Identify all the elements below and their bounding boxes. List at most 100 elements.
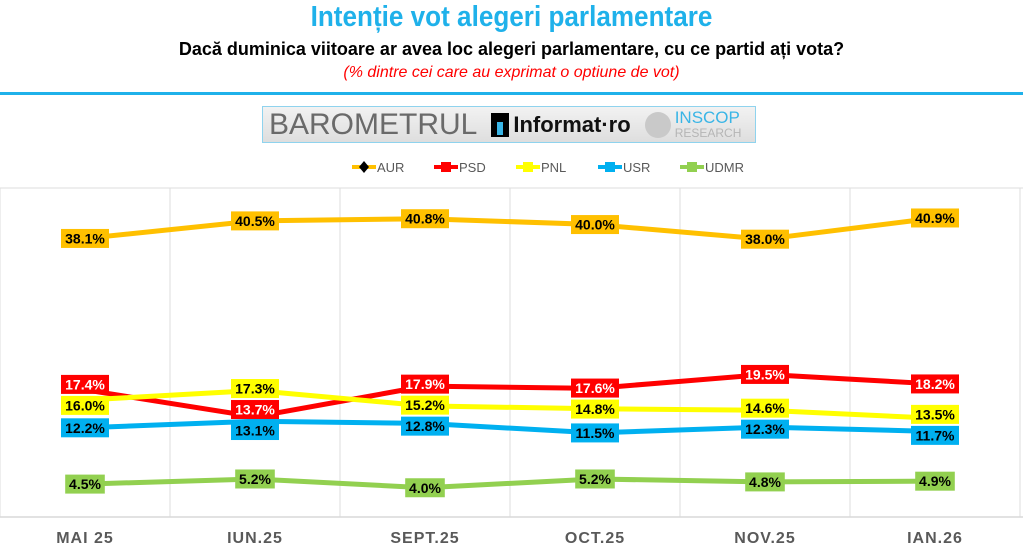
data-label: 13.5% — [915, 406, 955, 422]
barometrul-text: BAROMETRUL — [269, 107, 478, 141]
series-pnl — [84, 388, 936, 421]
x-tick-label: IUN.25 — [227, 530, 283, 547]
labels-udmr: 4.5% 5.2% 4.0% 5.2% 4.8% 4.9% — [65, 469, 955, 498]
data-label-box — [741, 364, 789, 384]
data-label-box — [235, 469, 275, 489]
legend-item-usr: USR — [598, 160, 650, 175]
data-label-box — [741, 229, 789, 249]
informat-text: Informat·ro — [513, 111, 631, 137]
data-label-box — [911, 208, 959, 228]
data-label-box — [61, 374, 109, 394]
data-label: 11.5% — [576, 425, 615, 441]
data-label-box — [61, 228, 109, 248]
legend-item-pnl: PNL — [516, 160, 566, 175]
data-label-box — [401, 416, 449, 436]
data-label: 19.5% — [745, 366, 785, 382]
data-label: 4.0% — [409, 480, 441, 496]
data-label: 17.3% — [235, 381, 275, 397]
data-label: 17.4% — [65, 376, 105, 392]
data-label: 13.1% — [235, 423, 275, 439]
labels-usr: 12.2% 13.1% 12.8% 11.5% 12.3% 11.7% — [61, 416, 959, 445]
series-psd — [84, 371, 936, 420]
inscop-icon — [644, 111, 671, 138]
labels-psd: 17.4% 13.7% 17.9% 17.6% 19.5% 18.2% — [61, 364, 959, 420]
data-label: 14.6% — [745, 400, 785, 416]
data-label: 40.0% — [575, 217, 615, 233]
legend-marker — [359, 161, 369, 173]
data-label-box — [571, 423, 619, 443]
data-label: 12.8% — [405, 418, 445, 434]
legend-label: PSD — [459, 160, 486, 175]
data-label-box — [741, 398, 789, 418]
data-label: 40.9% — [915, 210, 955, 226]
series-line — [84, 476, 936, 491]
legend-marker — [605, 162, 615, 172]
legend-marker — [441, 162, 451, 172]
data-label-box — [405, 478, 445, 498]
data-label: 16.0% — [65, 397, 105, 413]
labels-pnl: 16.0% 17.3% 15.2% 14.8% 14.6% 13.5% — [61, 379, 959, 424]
inscop-logo: INSCOP RESEARCH — [675, 109, 742, 140]
data-label-box — [61, 418, 109, 438]
legend-label: PNL — [541, 160, 566, 175]
legend-item-aur: AUR — [352, 160, 404, 175]
data-label-box — [231, 421, 279, 441]
data-label-box — [401, 209, 449, 229]
data-label-box — [401, 395, 449, 415]
data-label: 40.5% — [235, 213, 275, 229]
series-aur — [84, 215, 936, 242]
series-line — [84, 215, 936, 242]
data-label-box — [65, 474, 105, 494]
data-label-box — [401, 374, 449, 394]
x-tick-label: OCT.25 — [565, 530, 625, 547]
series-usr — [84, 418, 936, 436]
data-label: 4.8% — [749, 474, 781, 490]
data-label: 14.8% — [575, 401, 615, 417]
data-label: 12.3% — [745, 421, 785, 437]
series-line — [84, 371, 936, 420]
data-label: 4.5% — [69, 476, 101, 492]
series-line — [84, 388, 936, 421]
x-tick-label: SEPT.25 — [390, 530, 459, 547]
data-label: 11.7% — [916, 427, 955, 443]
chart-note: (% dintre cei care au exprimat o optiune… — [343, 64, 680, 81]
legend-item-psd: PSD — [434, 160, 486, 175]
data-label: 18.2% — [915, 376, 955, 392]
data-label-box — [571, 215, 619, 235]
legend-label: USR — [623, 160, 650, 175]
data-label-box — [575, 469, 615, 489]
legend-label: AUR — [377, 160, 404, 175]
data-label-box — [231, 400, 279, 420]
informat-icon — [491, 112, 510, 137]
chart-title: Intenție vot alegeri parlamentare — [310, 1, 713, 33]
x-tick-label: NOV.25 — [734, 530, 795, 547]
x-tick-label: IAN.26 — [907, 530, 963, 547]
data-label-box — [571, 399, 619, 419]
data-label-box — [915, 471, 955, 491]
data-label-box — [911, 374, 959, 394]
data-label-box — [231, 211, 279, 231]
data-label-box — [911, 425, 959, 445]
data-label: 38.0% — [745, 231, 785, 247]
series-udmr — [84, 476, 936, 491]
chart-subtitle: Dacă duminica viitoare ar avea loc alege… — [178, 39, 845, 59]
data-label: 15.2% — [405, 397, 445, 413]
legend-item-udmr: UDMR — [680, 160, 744, 175]
data-label: 5.2% — [239, 471, 271, 487]
data-label: 5.2% — [579, 471, 611, 487]
research-text: RESEARCH — [674, 126, 742, 140]
data-label: 12.2% — [65, 420, 105, 436]
data-label-box — [745, 472, 785, 492]
legend-marker — [523, 162, 533, 172]
legend-marker — [687, 162, 697, 172]
data-label: 13.7% — [235, 402, 275, 418]
labels-aur: 38.1% 40.5% 40.8% 40.0% 38.0% 40.9% — [61, 208, 959, 249]
data-label: 17.9% — [405, 376, 445, 392]
data-label: 38.1% — [65, 230, 105, 246]
divider — [0, 92, 1023, 95]
data-label-box — [741, 419, 789, 439]
series-line — [84, 418, 936, 436]
data-label-box — [61, 395, 109, 415]
inscop-text: INSCOP — [674, 108, 740, 127]
data-label-box — [571, 378, 619, 398]
